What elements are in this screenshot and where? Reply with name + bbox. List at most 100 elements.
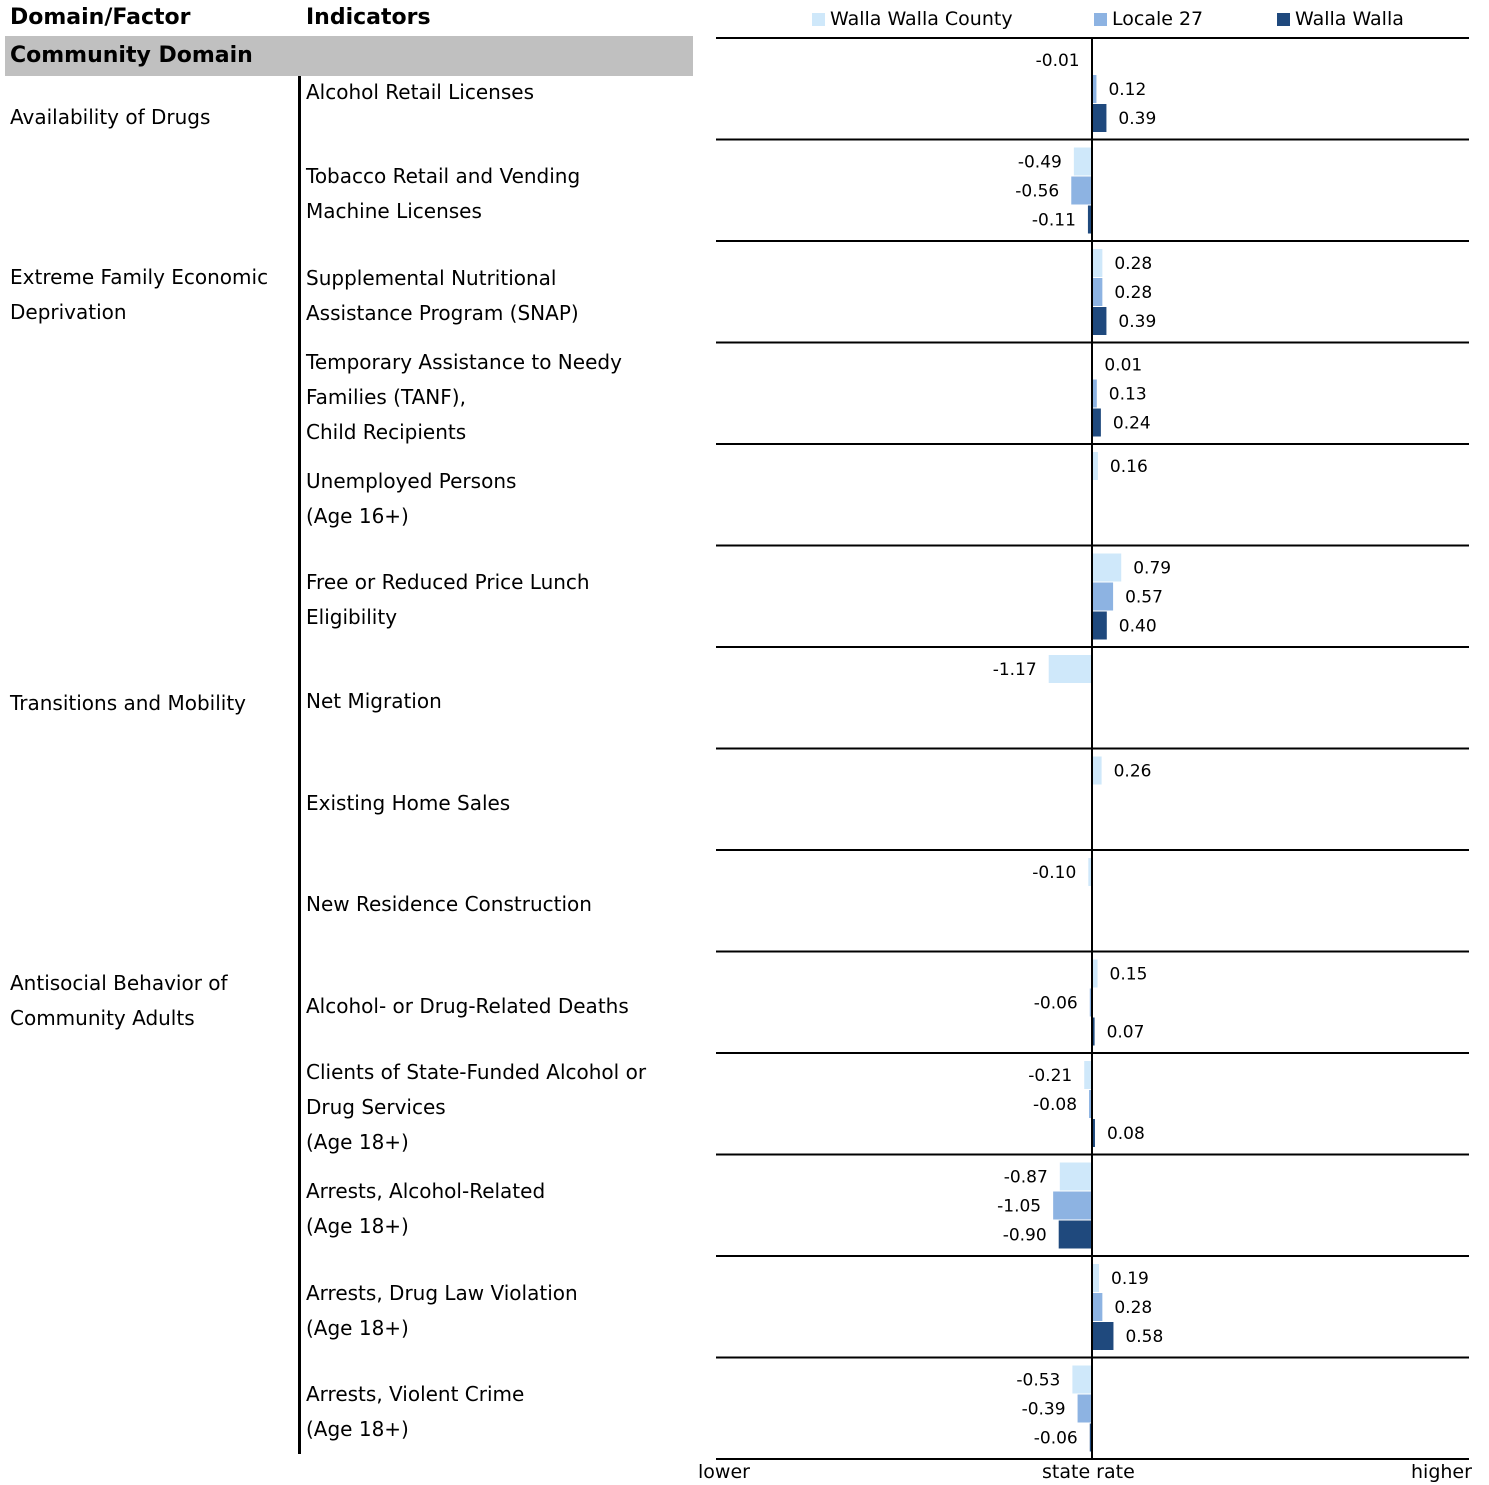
axis-label-state-rate: state rate [1042,1461,1135,1483]
bar [1092,452,1098,480]
indicator-label: New Residence Construction [306,892,592,917]
bar [1092,249,1103,277]
bar [1073,147,1092,176]
indicator-label: Net Migration [306,689,442,714]
bar [1084,1061,1092,1089]
bar [1053,1191,1092,1220]
bar [1092,75,1097,103]
factor-label: Extreme Family Economic Deprivation [10,265,269,324]
section-band [5,36,693,76]
section-title: Community Domain [10,43,253,68]
bar-value-label: -0.06 [1034,994,1078,1014]
bar-value-label: 0.40 [1119,617,1157,637]
bar-value-label: 0.01 [1104,356,1142,376]
indicator-label: Alcohol- or Drug-Related Deaths [306,993,629,1018]
bar [1077,1394,1092,1423]
indicator-label: Temporary Assistance to Needy Families (… [306,349,622,444]
bar [1087,205,1092,234]
bar-value-label: 0.39 [1118,109,1156,129]
bar-value-label: 0.79 [1133,559,1171,579]
indicator-label: Arrests, Alcohol-Related (Age 18+) [306,1179,546,1239]
bar [1092,582,1114,611]
bar-value-label: -0.06 [1034,1429,1078,1449]
bar [1071,176,1092,205]
factor-label: Availability of Drugs [10,105,211,129]
bar-value-label: -0.39 [1022,1400,1066,1420]
bar-value-label: -0.90 [1003,1226,1047,1246]
bar-value-label: 0.13 [1109,385,1147,405]
bar-value-label: 0.39 [1118,312,1156,332]
bar [1092,553,1122,582]
bar-value-label: 0.24 [1113,414,1151,434]
factor-label: Transitions and Mobility [10,691,247,715]
bar-value-label: -0.21 [1028,1066,1072,1086]
bar [1092,408,1101,437]
bar [1089,988,1092,1017]
bar-value-label: -0.53 [1016,1371,1060,1391]
legend-swatch [1094,13,1107,26]
indicator-divider [298,76,301,1454]
indicator-label: Arrests, Violent Crime (Age 18+) [306,1382,525,1442]
bar [1059,1162,1092,1191]
bar [1072,1365,1092,1394]
bar [1092,1322,1114,1350]
legend-item: Locale 27 [1094,6,1203,32]
legend-label: Walla Walla County [830,8,1013,30]
factor-label: Antisocial Behavior of Community Adults [10,971,228,1030]
bar-value-label: -0.08 [1033,1095,1077,1115]
indicator-label: Alcohol Retail Licenses [306,80,534,105]
bar-value-label: -0.49 [1018,153,1062,173]
bar [1092,379,1097,408]
legend-swatch [812,13,825,26]
bar-value-label: 0.28 [1114,283,1152,303]
bar [1092,104,1107,132]
bar-value-label: 0.16 [1110,457,1148,477]
bar-value-label: -0.01 [1036,51,1080,71]
axis-label-higher: higher [1411,1461,1472,1483]
bar [1092,1119,1095,1147]
bar-value-label: -1.05 [997,1197,1041,1217]
legend-label: Locale 27 [1112,8,1204,30]
legend-label: Walla Walla [1295,8,1404,30]
bar [1089,1423,1092,1452]
bar-value-label: -0.10 [1032,863,1076,883]
indicator-label: Arrests, Drug Law Violation (Age 18+) [306,1280,578,1340]
bar [1092,1264,1100,1292]
indicators-header: Indicators [306,5,431,30]
bar [1092,756,1102,785]
indicator-label: Unemployed Persons (Age 16+) [306,468,517,528]
bar-value-label: -1.17 [993,660,1037,680]
bar-value-label: -0.87 [1004,1168,1048,1188]
bar [1088,858,1092,886]
bar [1058,1220,1092,1249]
bar-value-label: 0.26 [1114,762,1152,782]
indicator-label: Clients of State-Funded Alcohol or Drug … [306,1060,647,1155]
bar [1092,278,1103,306]
indicator-label: Free or Reduced Price Lunch Eligibility [306,570,590,630]
bar-value-label: 0.28 [1114,1298,1152,1318]
legend-item: Walla Walla [1277,6,1404,32]
bar-value-label: 0.28 [1114,254,1152,274]
bar [1089,1090,1092,1118]
bar-value-label: 0.58 [1125,1327,1163,1347]
bar-value-label: -0.11 [1032,211,1076,231]
bar-value-label: 0.15 [1110,965,1148,985]
bar [1092,611,1107,640]
bar [1092,1293,1103,1321]
bar [1048,655,1092,683]
legend-swatch [1277,13,1290,26]
bar [1092,1017,1095,1046]
legend-item: Walla Walla County [812,6,1013,32]
bar-value-label: 0.12 [1108,80,1146,100]
domain-factor-header: Domain/Factor [10,5,191,30]
indicator-label: Existing Home Sales [306,790,511,815]
bar-value-label: -0.56 [1015,182,1059,202]
bar [1092,307,1107,335]
axis-label-lower: lower [698,1461,750,1483]
bar [1092,959,1098,988]
bar-value-label: 0.08 [1107,1124,1145,1144]
indicator-label: Supplemental Nutritional Assistance Prog… [306,265,579,325]
indicator-label: Tobacco Retail and Vending Machine Licen… [306,164,581,224]
bar-value-label: 0.07 [1107,1023,1145,1043]
